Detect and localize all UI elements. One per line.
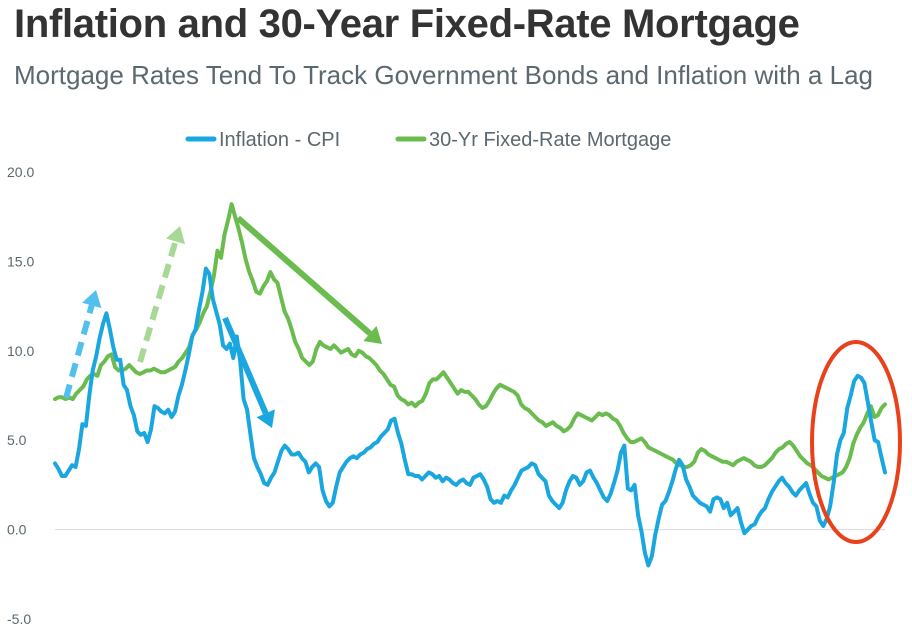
- y-axis: 20.0 15.0 10.0 5.0 0.0 -5.0: [7, 164, 34, 627]
- y-tick-label: 15.0: [7, 253, 34, 269]
- y-tick-label: 5.0: [7, 432, 27, 448]
- series-line-mortgage: [53, 202, 887, 482]
- y-tick-label: -5.0: [7, 611, 31, 627]
- series-layer: [53, 202, 887, 568]
- chart-title: Inflation and 30-Year Fixed-Rate Mortgag…: [14, 2, 800, 46]
- arrow-mortgage-rise: [137, 226, 186, 363]
- y-tick-label: 20.0: [7, 164, 34, 180]
- arrow-cpi-fall: [222, 316, 275, 428]
- arrow-mortgage-fall: [236, 215, 382, 344]
- chart-subtitle: Mortgage Rates Tend To Track Government …: [14, 60, 873, 90]
- arrow-cpi-rise: [63, 290, 102, 399]
- series-line-inflation: [53, 266, 887, 568]
- legend-label-mortgage: 30-Yr Fixed-Rate Mortgage: [429, 129, 671, 151]
- y-tick-label: 10.0: [7, 343, 34, 359]
- y-tick-label: 0.0: [7, 522, 27, 538]
- annotation-layer: [63, 215, 902, 544]
- highlight-ellipse: [810, 340, 902, 544]
- legend-label-inflation: Inflation - CPI: [219, 129, 340, 151]
- legend: Inflation - CPI 30-Yr Fixed-Rate Mortgag…: [185, 129, 671, 151]
